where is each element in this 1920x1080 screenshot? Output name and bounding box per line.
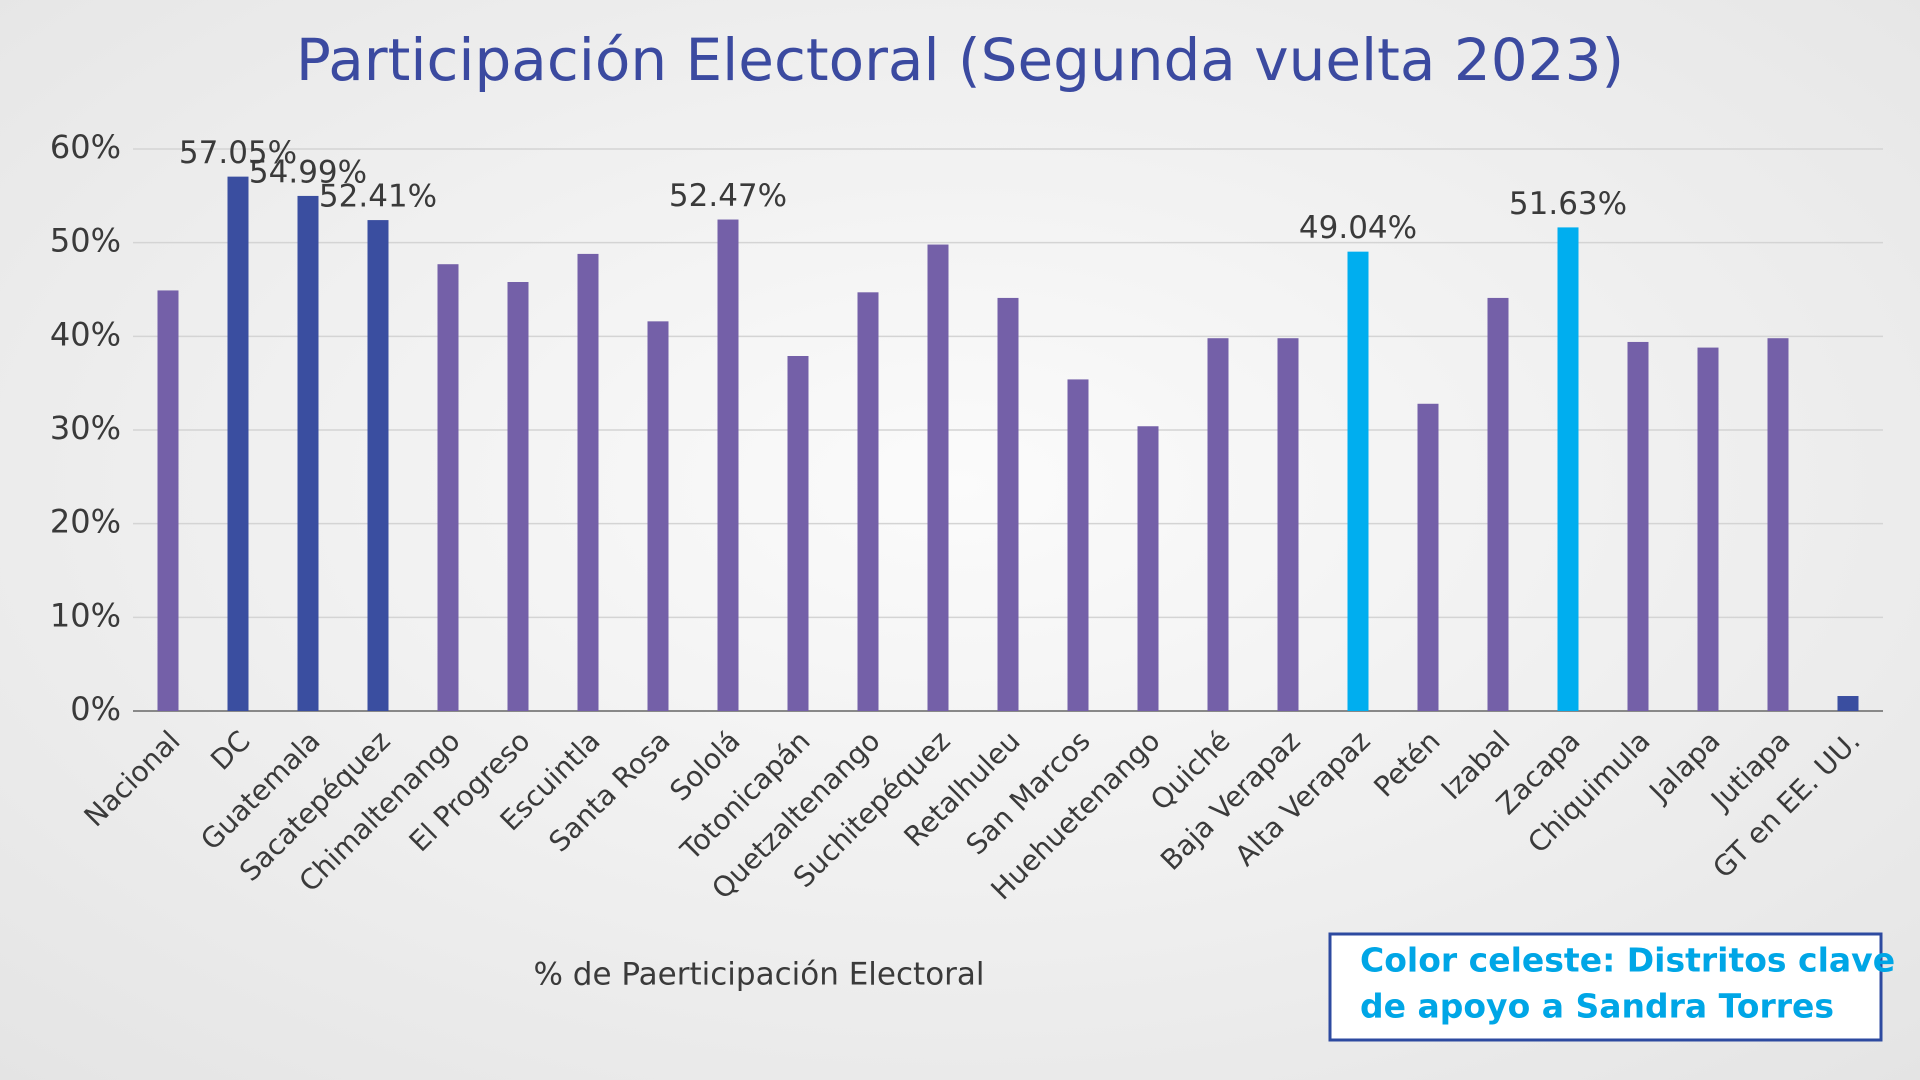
data-label: 51.63% bbox=[1509, 186, 1627, 222]
bar bbox=[1767, 338, 1789, 711]
y-tick-label: 40% bbox=[50, 315, 121, 353]
annotation-line: Color celeste: Distritos clave bbox=[1360, 941, 1895, 980]
bar bbox=[227, 176, 249, 712]
bar bbox=[1137, 426, 1159, 711]
bar bbox=[857, 292, 879, 711]
annotation-line: de apoyo a Sandra Torres bbox=[1360, 987, 1834, 1026]
data-label: 57.05% bbox=[179, 135, 297, 171]
bar bbox=[367, 220, 389, 711]
y-tick-label: 10% bbox=[50, 596, 121, 634]
data-label: 52.47% bbox=[669, 178, 787, 214]
y-tick-label: 50% bbox=[50, 222, 121, 260]
data-label: 49.04% bbox=[1299, 210, 1417, 246]
bar bbox=[997, 297, 1019, 711]
bar bbox=[1697, 347, 1719, 711]
bar bbox=[1277, 338, 1299, 711]
bar bbox=[1417, 403, 1439, 711]
data-label: 54.99% bbox=[249, 154, 367, 190]
y-tick-label: 20% bbox=[50, 503, 121, 541]
data-label: 52.41% bbox=[319, 179, 437, 215]
bar bbox=[787, 356, 809, 711]
bar bbox=[507, 282, 529, 711]
bar bbox=[717, 219, 739, 711]
chart-title: Participación Electoral (Segunda vuelta … bbox=[296, 26, 1624, 94]
y-tick-label: 30% bbox=[50, 409, 121, 447]
annotation-box bbox=[1328, 932, 1883, 1042]
bar bbox=[1347, 251, 1369, 711]
bar bbox=[1837, 696, 1859, 711]
bar bbox=[297, 195, 319, 711]
bar bbox=[1557, 227, 1579, 712]
bar bbox=[1627, 341, 1649, 711]
bar bbox=[577, 253, 599, 711]
bar bbox=[647, 321, 669, 711]
bar bbox=[927, 244, 949, 712]
x-axis-label: % de Paerticipación Electoral bbox=[533, 957, 984, 993]
bar bbox=[1207, 338, 1229, 711]
bar bbox=[437, 264, 459, 711]
bar bbox=[157, 290, 179, 711]
y-tick-label: 60% bbox=[50, 128, 121, 166]
y-tick-label: 0% bbox=[70, 690, 121, 728]
bar bbox=[1487, 297, 1509, 711]
bar bbox=[1067, 379, 1089, 711]
